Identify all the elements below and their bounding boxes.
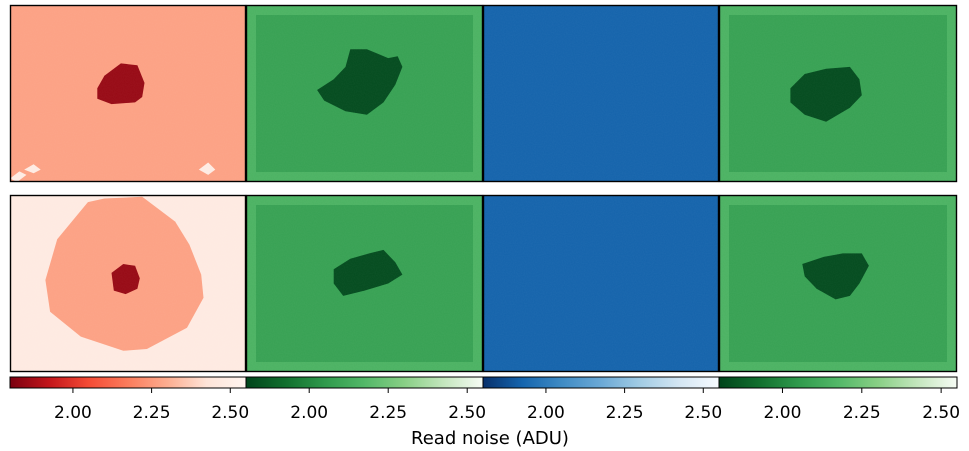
- panel-frame: [718, 194, 958, 373]
- image-panel-grid: [9, 4, 958, 373]
- colorbar-tick-label: 2.00: [290, 403, 328, 423]
- panel-r1-c1: [9, 4, 247, 183]
- panel-r1-c2: [245, 4, 484, 183]
- colorbar-1: [9, 376, 247, 389]
- panel-noise-texture: [246, 5, 483, 182]
- colorbar-strip: [9, 376, 958, 389]
- colorbar-tick-label: 2.25: [369, 403, 407, 423]
- panel-frame: [482, 4, 720, 183]
- colorbar-tick-label: 2.50: [922, 403, 960, 423]
- panel-r2-c4: [718, 194, 958, 373]
- colorbar-tick-label: 2.25: [606, 403, 644, 423]
- colorbar-tick-label: 2.00: [764, 403, 802, 423]
- panel-noise-texture: [719, 195, 957, 372]
- panel-frame: [245, 194, 484, 373]
- panel-r2-c1: [9, 194, 247, 373]
- colorbar-ticks: 2.00 2.25 2.50 2.00 2.25 2.50 2.00 2.25 2.50 2.00…: [54, 388, 960, 423]
- colorbar-tick-label: 2.00: [54, 403, 92, 423]
- colorbar-tick-label: 2.50: [448, 403, 486, 423]
- panel-frame: [718, 4, 958, 183]
- panel-frame: [245, 4, 484, 183]
- panel-frame: [9, 194, 247, 373]
- panel-r1-c3: [482, 4, 720, 183]
- panel-noise-texture: [483, 5, 719, 182]
- panel-noise-texture: [246, 195, 483, 372]
- colorbar-tick-label: 2.50: [684, 403, 722, 423]
- panel-frame: [482, 194, 720, 373]
- colorbar-tick-label: 2.25: [843, 403, 881, 423]
- colorbar-tick-label: 2.50: [211, 403, 249, 423]
- colorbar-tick-label: 2.00: [527, 403, 565, 423]
- panel-frame: [9, 4, 247, 183]
- colorbar-3: [482, 376, 720, 389]
- panel-noise-texture: [10, 195, 246, 372]
- colorbar-tick-label: 2.25: [133, 403, 171, 423]
- panel-noise-texture: [719, 5, 957, 182]
- colorbar-axis-label: Read noise (ADU): [411, 428, 569, 449]
- panel-noise-texture: [10, 5, 246, 182]
- panel-noise-texture: [483, 195, 719, 372]
- panel-r2-c3: [482, 194, 720, 373]
- panel-r1-c4: [718, 4, 958, 183]
- colorbar-4: [718, 376, 958, 389]
- colorbar-2: [245, 376, 484, 389]
- panel-r2-c2: [245, 194, 484, 373]
